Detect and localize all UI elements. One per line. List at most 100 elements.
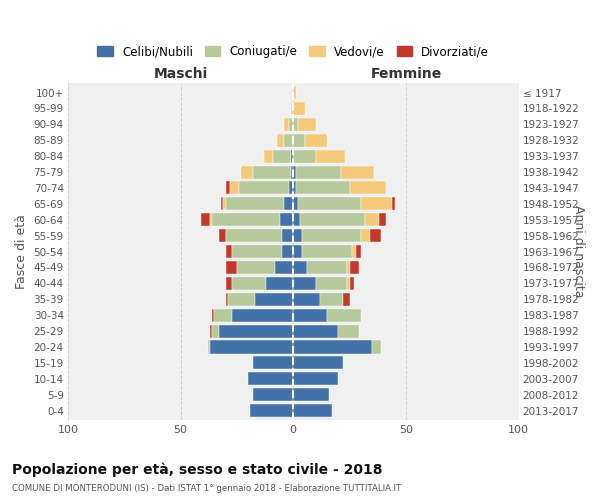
Bar: [293, 102, 305, 115]
Bar: [226, 293, 228, 306]
Bar: [210, 324, 212, 338]
Bar: [293, 182, 296, 194]
Bar: [228, 293, 255, 306]
Bar: [293, 277, 316, 290]
Bar: [241, 166, 253, 178]
Bar: [347, 261, 350, 274]
Bar: [293, 213, 300, 226]
Bar: [284, 198, 293, 210]
Legend: Celibi/Nubili, Coniugati/e, Vedovi/e, Divorziati/e: Celibi/Nubili, Coniugati/e, Vedovi/e, Di…: [94, 42, 493, 62]
Bar: [239, 182, 289, 194]
Bar: [293, 293, 320, 306]
Bar: [226, 261, 237, 274]
Y-axis label: Fasce di età: Fasce di età: [15, 214, 28, 289]
Bar: [293, 166, 296, 178]
Bar: [320, 293, 343, 306]
Bar: [293, 324, 338, 338]
Bar: [293, 261, 307, 274]
Bar: [305, 134, 327, 147]
Bar: [250, 404, 293, 417]
Bar: [347, 277, 350, 290]
Bar: [302, 229, 361, 242]
Bar: [379, 213, 386, 226]
Bar: [232, 277, 266, 290]
Bar: [223, 198, 226, 210]
Bar: [291, 166, 293, 178]
Bar: [253, 166, 291, 178]
Bar: [338, 324, 359, 338]
Bar: [372, 340, 381, 353]
Bar: [232, 308, 293, 322]
Bar: [226, 182, 230, 194]
Bar: [293, 229, 302, 242]
Bar: [280, 213, 293, 226]
Bar: [221, 198, 223, 210]
Bar: [219, 229, 226, 242]
Bar: [282, 245, 293, 258]
Bar: [248, 372, 293, 386]
Bar: [293, 388, 329, 401]
Bar: [253, 356, 293, 370]
Bar: [293, 404, 332, 417]
Bar: [293, 340, 372, 353]
Bar: [237, 261, 275, 274]
Bar: [293, 150, 316, 162]
Bar: [293, 356, 343, 370]
Bar: [293, 372, 338, 386]
Bar: [293, 198, 298, 210]
Bar: [327, 308, 361, 322]
Bar: [293, 118, 298, 131]
Bar: [226, 229, 282, 242]
Bar: [208, 340, 210, 353]
Bar: [266, 277, 293, 290]
Bar: [370, 229, 381, 242]
Bar: [219, 324, 293, 338]
Bar: [365, 213, 379, 226]
Bar: [226, 198, 284, 210]
Bar: [212, 324, 219, 338]
Bar: [300, 213, 365, 226]
Bar: [275, 261, 293, 274]
Bar: [350, 261, 359, 274]
Bar: [343, 293, 350, 306]
Bar: [302, 245, 352, 258]
Bar: [289, 182, 293, 194]
Bar: [296, 166, 341, 178]
Bar: [298, 118, 316, 131]
Bar: [291, 150, 293, 162]
Text: Maschi: Maschi: [154, 66, 208, 80]
Bar: [226, 277, 232, 290]
Bar: [284, 118, 289, 131]
Bar: [392, 198, 395, 210]
Bar: [201, 213, 210, 226]
Bar: [316, 150, 345, 162]
Y-axis label: Anni di nascita: Anni di nascita: [572, 206, 585, 298]
Bar: [230, 182, 239, 194]
Bar: [210, 340, 293, 353]
Bar: [350, 277, 354, 290]
Text: Popolazione per età, sesso e stato civile - 2018: Popolazione per età, sesso e stato civil…: [12, 462, 383, 477]
Bar: [291, 102, 293, 115]
Bar: [273, 150, 291, 162]
Bar: [341, 166, 374, 178]
Bar: [253, 388, 293, 401]
Bar: [307, 261, 347, 274]
Bar: [361, 198, 392, 210]
Bar: [212, 213, 280, 226]
Bar: [255, 293, 293, 306]
Bar: [293, 86, 296, 99]
Bar: [316, 277, 347, 290]
Text: Femmine: Femmine: [370, 66, 442, 80]
Text: COMUNE DI MONTERODUNI (IS) - Dati ISTAT 1° gennaio 2018 - Elaborazione TUTTITALI: COMUNE DI MONTERODUNI (IS) - Dati ISTAT …: [12, 484, 401, 493]
Bar: [361, 229, 370, 242]
Bar: [352, 245, 356, 258]
Bar: [293, 134, 305, 147]
Bar: [293, 308, 327, 322]
Bar: [212, 308, 214, 322]
Bar: [282, 229, 293, 242]
Bar: [264, 150, 273, 162]
Bar: [210, 213, 212, 226]
Bar: [232, 245, 282, 258]
Bar: [298, 198, 361, 210]
Bar: [214, 308, 232, 322]
